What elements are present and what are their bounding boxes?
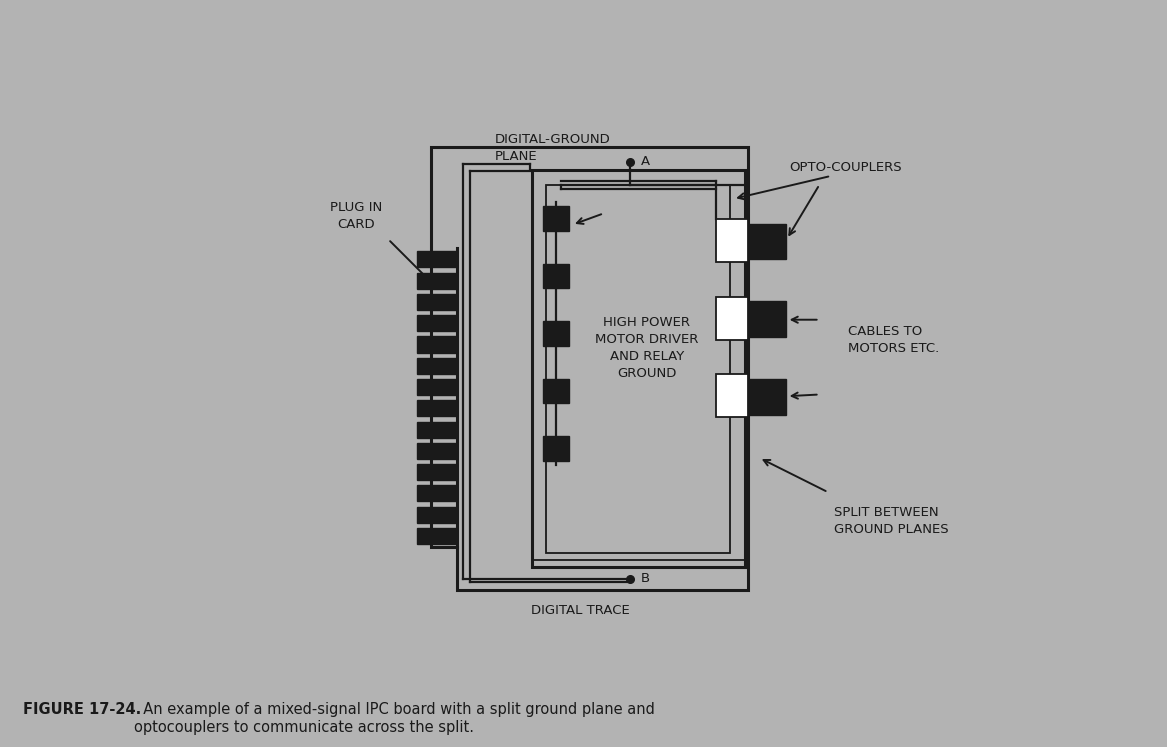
Bar [417,358,457,374]
Bar [417,506,457,523]
Text: DIGITAL-GROUND
PLANE: DIGITAL-GROUND PLANE [495,133,610,163]
Text: OPTO-COUPLERS: OPTO-COUPLERS [789,161,902,174]
Text: SPLIT BETWEEN
GROUND PLANES: SPLIT BETWEEN GROUND PLANES [834,506,949,536]
Bar [417,294,457,310]
Bar [417,379,457,395]
Bar [417,315,457,331]
Bar [749,301,787,337]
Polygon shape [432,147,748,590]
Bar [749,223,787,259]
Bar [417,421,457,438]
Bar [417,336,457,353]
Bar [544,379,569,403]
Text: PLUG IN
CARD: PLUG IN CARD [330,201,383,231]
Bar [717,219,748,262]
Text: A: A [641,155,650,168]
Text: DIGITAL TRACE: DIGITAL TRACE [531,604,630,618]
Bar [546,185,731,553]
Bar [532,170,745,567]
Bar [417,251,457,267]
Text: B: B [641,572,650,585]
Bar [544,321,569,346]
Bar [544,264,569,288]
Bar [417,464,457,480]
Text: FIGURE 17-24.: FIGURE 17-24. [23,702,141,717]
Bar [417,486,457,501]
Bar [717,374,748,418]
Text: HIGH POWER
MOTOR DRIVER
AND RELAY
GROUND: HIGH POWER MOTOR DRIVER AND RELAY GROUND [595,317,699,380]
Bar [417,528,457,544]
Bar [717,297,748,340]
Bar [417,443,457,459]
Bar [417,273,457,288]
Bar [544,436,569,461]
Text: An example of a mixed-signal IPC board with a split ground plane and
optocoupler: An example of a mixed-signal IPC board w… [134,702,655,734]
Text: CABLES TO
MOTORS ETC.: CABLES TO MOTORS ETC. [848,325,939,355]
Bar [417,400,457,416]
Bar [544,206,569,231]
Bar [749,379,787,415]
